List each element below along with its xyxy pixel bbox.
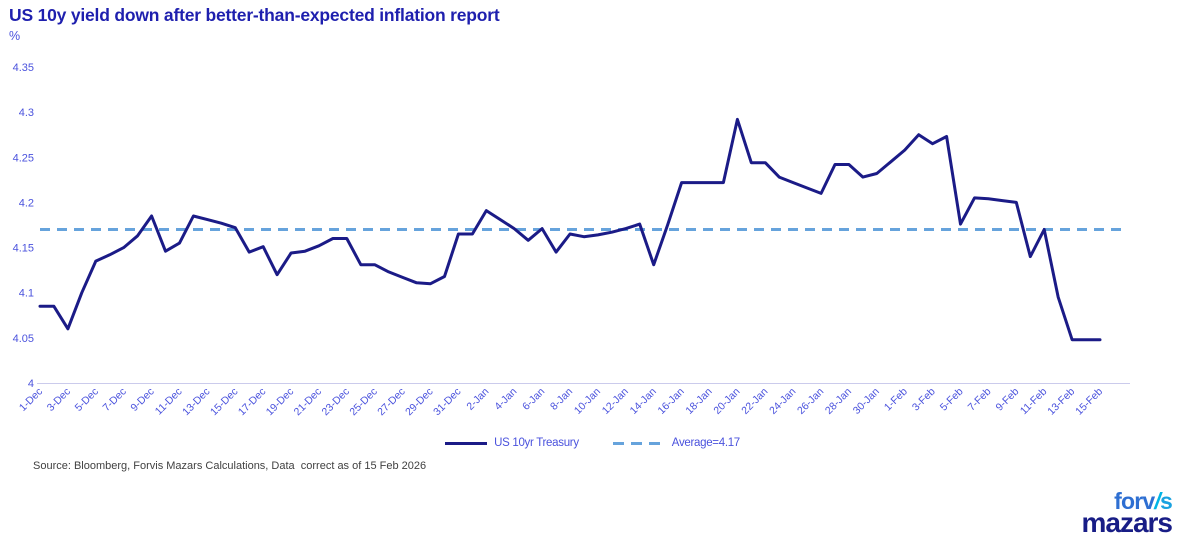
x-tick-label: 6-Jan	[520, 386, 547, 413]
x-tick-label: 13-Feb	[1045, 386, 1077, 418]
x-tick-label: 3-Dec	[45, 386, 73, 414]
logo-forvis-text: forv/s	[1114, 488, 1173, 514]
x-tick-label: 12-Jan	[600, 386, 631, 417]
y-tick-label: 4.15	[13, 243, 34, 255]
y-tick-label: 4.3	[19, 107, 34, 119]
y-axis-unit-label: %	[9, 29, 21, 43]
x-tick-label: 15-Dec	[208, 386, 240, 418]
x-tick-label: 16-Jan	[656, 386, 687, 417]
legend-item-average: Average=4.17	[612, 437, 740, 449]
legend-label-average: Average=4.17	[671, 437, 740, 449]
x-tick-label: 28-Jan	[823, 386, 854, 417]
forvis-mazars-logo: forv/s mazars	[1081, 488, 1173, 538]
x-tick-label: 5-Feb	[938, 386, 966, 414]
y-tick-label: 4.35	[13, 62, 34, 74]
source-note: Source: Bloomberg, Forvis Mazars Calcula…	[33, 460, 427, 472]
solid-line-swatch	[445, 441, 488, 445]
x-tick-label: 7-Dec	[101, 386, 129, 414]
x-tick-label: 26-Jan	[795, 386, 826, 417]
x-tick-label: 21-Dec	[292, 386, 324, 418]
x-tick-label: 3-Feb	[910, 386, 938, 414]
us-10yr-treasury-line	[38, 117, 1102, 342]
x-tick-label: 25-Dec	[347, 386, 379, 418]
x-tick-label: 20-Jan	[711, 386, 742, 417]
y-tick-label: 4	[28, 378, 34, 390]
x-tick-label: 24-Jan	[767, 386, 798, 417]
x-tick-label: 10-Jan	[572, 386, 603, 417]
x-tick-label: 27-Dec	[375, 386, 407, 418]
legend-label-treasury: US 10yr Treasury	[494, 437, 579, 449]
x-tick-label: 11-Feb	[1018, 386, 1050, 418]
x-tick-label: 7-Feb	[966, 386, 994, 414]
chart-title: US 10y yield down after better-than-expe…	[9, 5, 500, 25]
x-tick-label: 11-Dec	[153, 386, 185, 418]
x-tick-label: 23-Dec	[319, 386, 351, 418]
legend-item-treasury: US 10yr Treasury	[445, 437, 579, 449]
x-tick-label: 19-Dec	[264, 386, 296, 418]
x-tick-label: 4-Jan	[492, 386, 519, 413]
x-tick-label: 31-Dec	[431, 386, 463, 418]
chart-legend: US 10yr Treasury Average=4.17	[0, 437, 1185, 449]
x-tick-label: 13-Dec	[180, 386, 212, 418]
x-tick-label: 1-Feb	[882, 386, 910, 414]
yield-line-chart: 44.054.14.154.24.254.34.351-Dec 3-Dec 5-De…	[13, 62, 1130, 418]
x-tick-label: 22-Jan	[739, 386, 770, 417]
y-tick-label: 4.25	[13, 152, 34, 164]
y-tick-label: 4.05	[13, 333, 34, 345]
dashed-line-swatch	[612, 441, 665, 445]
x-tick-label: 15-Feb	[1073, 386, 1105, 418]
x-tick-label: 29-Dec	[403, 386, 435, 418]
y-tick-label: 4.1	[19, 288, 34, 300]
x-tick-label: 18-Jan	[683, 386, 714, 417]
logo-mazars-text: mazars	[1081, 507, 1173, 538]
x-tick-label: 2-Jan	[464, 386, 491, 413]
y-tick-label: 4.2	[19, 197, 34, 209]
x-tick-label: 30-Jan	[851, 386, 882, 417]
x-tick-label: 5-Dec	[73, 386, 101, 414]
logo-slash-glyph: /	[1154, 488, 1160, 514]
x-tick-label: 17-Dec	[236, 386, 268, 418]
x-tick-label: 14-Jan	[628, 386, 659, 417]
